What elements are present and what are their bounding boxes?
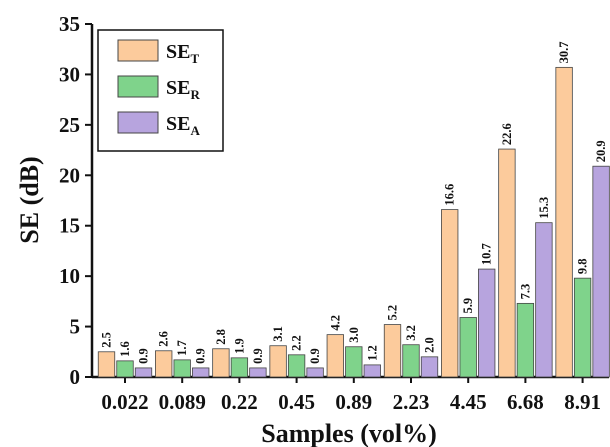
- x-tick-label: 4.45: [450, 390, 487, 414]
- bar-T-0.45: [269, 345, 287, 378]
- legend-swatch-A: [117, 111, 159, 134]
- data-labels: 2.5 1.6 0.9 2.6 1.7 0.9 2.8 1.9 0.9 3.1 2.2 0.9 4.2 3…: [100, 41, 609, 363]
- data-label: 1.7: [175, 340, 189, 356]
- bar-T-2.23: [383, 324, 402, 378]
- bar-A-0.089: [192, 367, 210, 378]
- data-label: 2.0: [423, 337, 437, 353]
- bar-R-0.89: [345, 346, 363, 378]
- bar-T-4.45: [441, 209, 459, 378]
- bar-R-0.22: [230, 357, 249, 378]
- data-label: 1.9: [232, 338, 246, 354]
- data-label: 2.5: [100, 332, 114, 348]
- data-label: 15.3: [537, 197, 551, 219]
- bar-A-4.45: [478, 268, 496, 378]
- y-tick-label: 0: [70, 365, 81, 389]
- bar-R-0.089: [173, 359, 191, 378]
- x-tick-label: 0.022: [101, 390, 148, 414]
- bar-A-8.91: [592, 165, 610, 378]
- data-label: 5.2: [386, 305, 400, 321]
- bar-A-0.89: [363, 364, 381, 378]
- y-tick-label: 35: [59, 12, 80, 36]
- data-label: 0.9: [251, 348, 265, 364]
- legend-label-A: SEA: [166, 113, 200, 138]
- x-tick-label: 0.22: [221, 390, 258, 414]
- data-label: 3.1: [271, 326, 285, 342]
- bar-T-0.22: [212, 348, 230, 378]
- bar-T-0.89: [326, 334, 344, 378]
- bar-A-6.68: [535, 222, 553, 378]
- bar-R-4.45: [459, 317, 477, 378]
- y-tick-label: 25: [59, 113, 80, 137]
- data-label: 2.2: [290, 335, 304, 351]
- y-tick-label: 10: [59, 264, 80, 288]
- x-tick-label: 2.23: [393, 390, 430, 414]
- data-label: 2.6: [157, 331, 171, 347]
- bar-R-0.022: [116, 360, 134, 378]
- data-label: 3.2: [404, 325, 418, 341]
- bar-T-0.089: [155, 350, 173, 378]
- bar-A-0.22: [249, 367, 267, 378]
- y-tick-label: 5: [70, 315, 81, 339]
- bar-R-6.68: [516, 302, 535, 378]
- x-axis: 0.022 0.089 0.22 0.45 0.89 2.23 4.45 6.68 8.91: [101, 377, 601, 414]
- y-tick-label: 20: [59, 163, 80, 187]
- data-label: 1.2: [365, 345, 379, 361]
- legend-box: [97, 29, 224, 152]
- data-label: 22.6: [500, 123, 514, 145]
- x-tick-label: 0.45: [278, 390, 315, 414]
- data-label: 1.6: [118, 341, 132, 357]
- bar-T-6.68: [498, 148, 516, 378]
- legend-label-R: SER: [166, 77, 200, 102]
- legend: SET SER SEA: [97, 29, 224, 152]
- legend-label-T: SET: [166, 41, 199, 66]
- bars: [97, 66, 610, 378]
- y-axis-title: SE (dB): [15, 156, 44, 243]
- data-label: 5.9: [461, 298, 475, 314]
- legend-swatch-T: [117, 39, 159, 62]
- data-label: 16.6: [443, 184, 457, 206]
- bar-R-2.23: [402, 344, 420, 378]
- bar-A-2.23: [420, 356, 439, 378]
- data-label: 0.9: [308, 348, 322, 364]
- x-tick-label: 0.089: [159, 390, 206, 414]
- y-axis: 0 5 10 15 20 25 30 35: [59, 12, 92, 389]
- bar-R-0.45: [287, 354, 306, 378]
- y-tick-label: 15: [59, 214, 80, 238]
- data-label: 20.9: [594, 140, 608, 162]
- data-label: 0.9: [137, 348, 151, 364]
- data-label: 0.9: [194, 348, 208, 364]
- legend-swatch-R: [117, 75, 159, 98]
- data-label: 10.7: [480, 243, 494, 265]
- x-tick-label: 0.89: [335, 390, 372, 414]
- data-label: 30.7: [557, 41, 571, 63]
- data-label: 9.8: [576, 259, 590, 275]
- data-label: 3.0: [347, 327, 361, 343]
- bar-T-8.91: [555, 66, 573, 378]
- x-axis-title: Samples (vol%): [261, 419, 437, 447]
- data-label: 4.2: [328, 315, 342, 331]
- bar-A-0.022: [134, 367, 153, 378]
- data-label: 7.3: [518, 284, 532, 300]
- data-label: 2.8: [214, 329, 228, 345]
- bar-T-0.022: [97, 351, 116, 378]
- x-tick-label: 8.91: [564, 390, 601, 414]
- x-tick-label: 6.68: [507, 390, 544, 414]
- bar-A-0.45: [306, 367, 324, 378]
- y-tick-label: 30: [59, 62, 80, 86]
- bar-R-8.91: [573, 277, 592, 378]
